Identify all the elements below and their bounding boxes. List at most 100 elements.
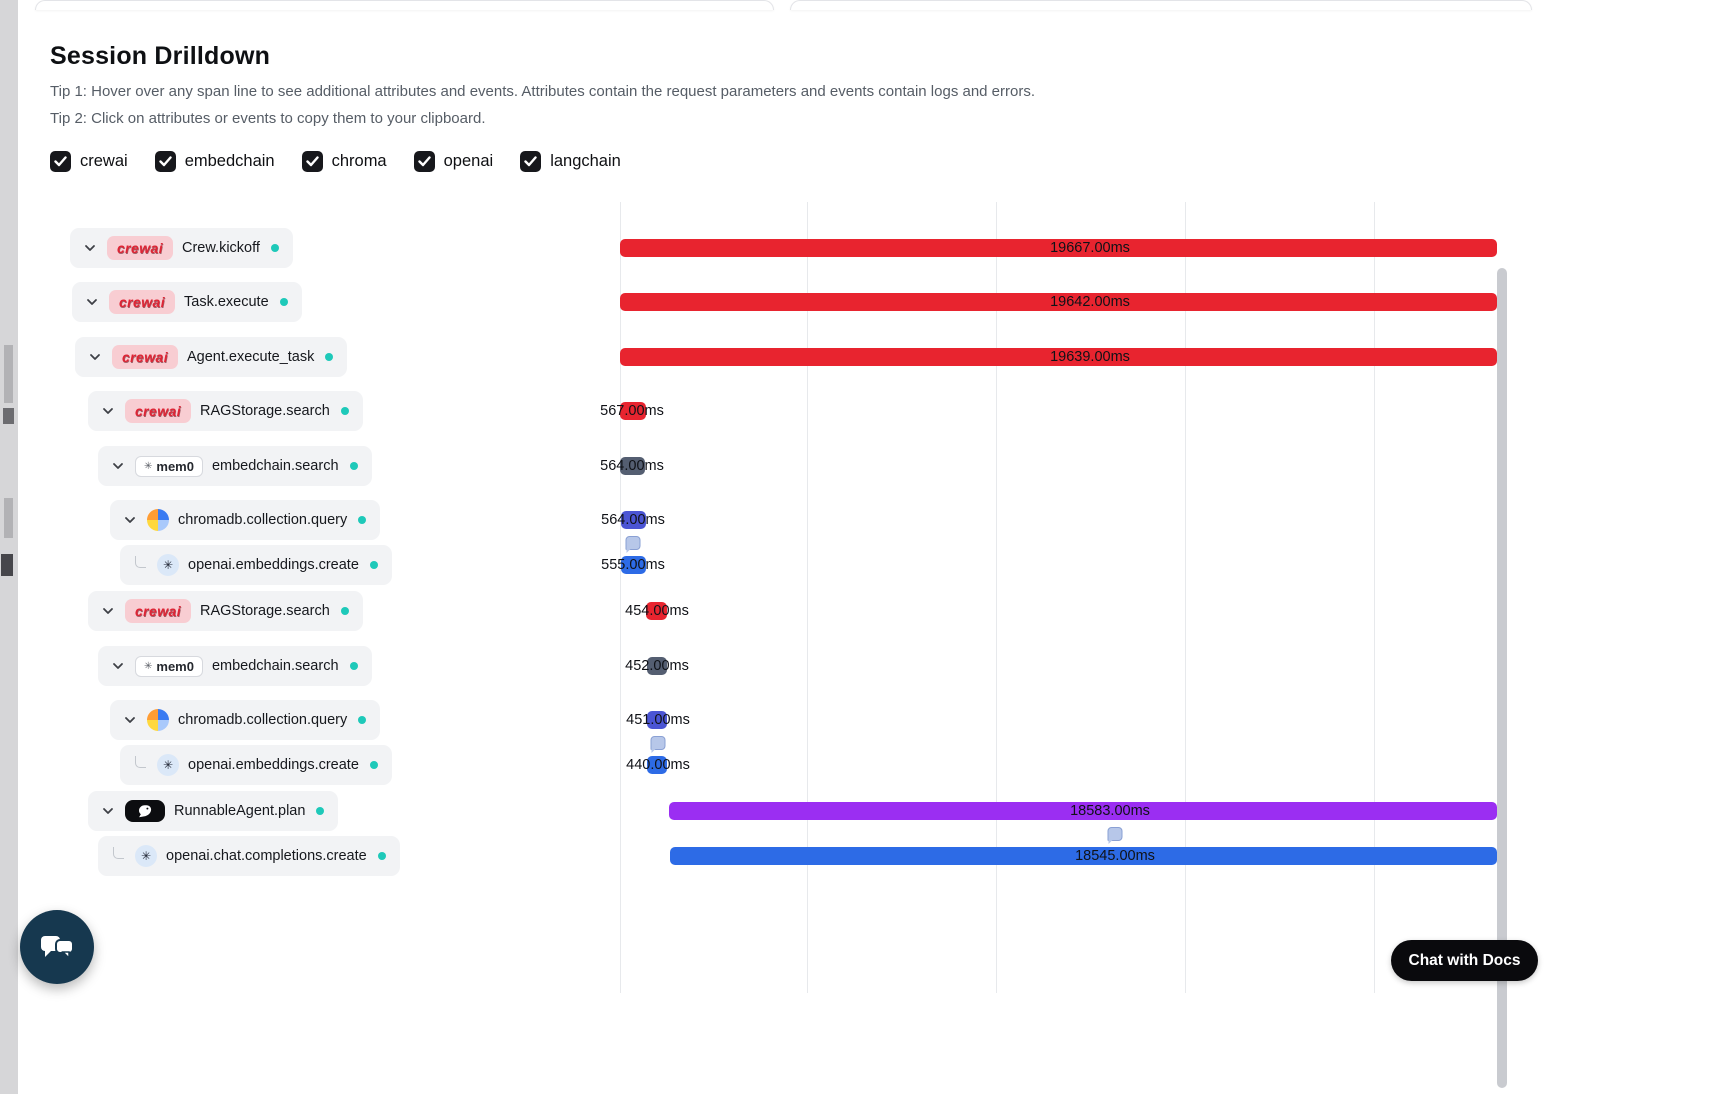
chevron-down-icon[interactable] bbox=[100, 604, 116, 618]
left-edge-artifact bbox=[4, 498, 13, 538]
span-row-label[interactable]: crewai RAGStorage.search bbox=[88, 591, 363, 631]
span-duration-bar[interactable] bbox=[620, 348, 1497, 366]
span-duration-bar[interactable] bbox=[620, 457, 645, 475]
span-row-label[interactable]: ✳ mem0 embedchain.search bbox=[98, 646, 372, 686]
status-dot bbox=[369, 561, 378, 569]
status-dot bbox=[340, 407, 349, 415]
tree-elbow-connector bbox=[110, 846, 126, 859]
event-marker-icon[interactable] bbox=[1107, 827, 1123, 844]
span-name: RAGStorage.search bbox=[200, 603, 330, 619]
mem0-asterisk-icon: ✳ bbox=[144, 460, 153, 472]
event-marker-icon[interactable] bbox=[650, 736, 666, 753]
chevron-down-icon[interactable] bbox=[110, 659, 126, 673]
span-duration-bar[interactable] bbox=[647, 756, 667, 774]
left-edge-artifact bbox=[4, 345, 13, 403]
span-row-label[interactable]: chromadb.collection.query bbox=[110, 700, 381, 740]
chevron-down-icon[interactable] bbox=[84, 295, 100, 309]
span-duration-text: 564.00ms bbox=[600, 458, 664, 474]
span-duration-bar[interactable] bbox=[620, 402, 646, 420]
chat-with-docs-button[interactable]: Chat with Docs bbox=[1391, 940, 1538, 981]
span-duration-text: 451.00ms bbox=[626, 712, 690, 728]
span-duration-bar[interactable] bbox=[670, 847, 1497, 865]
trace-row: crewai Crew.kickoff 19667.00ms bbox=[0, 228, 1545, 268]
span-duration-bar[interactable] bbox=[669, 802, 1497, 820]
filter-langchain[interactable]: langchain bbox=[520, 151, 621, 172]
timeline-gridline bbox=[1374, 202, 1375, 993]
span-row-label[interactable]: ✳ openai.chat.completions.create bbox=[98, 836, 400, 876]
span-duration-bar[interactable] bbox=[646, 602, 667, 620]
crewai-logo-icon: crewai bbox=[107, 236, 173, 260]
span-duration-bar[interactable] bbox=[647, 711, 667, 729]
checkbox-checked-icon[interactable] bbox=[50, 151, 71, 172]
span-duration-text: 19667.00ms bbox=[1050, 240, 1130, 256]
span-duration-text: 440.00ms bbox=[626, 757, 690, 773]
filter-crewai[interactable]: crewai bbox=[50, 151, 128, 172]
span-duration-bar[interactable] bbox=[620, 239, 1497, 257]
span-row-label[interactable]: RunnableAgent.plan bbox=[88, 791, 339, 831]
span-row-label[interactable]: ✳ mem0 embedchain.search bbox=[98, 446, 372, 486]
chat-launcher-button[interactable] bbox=[20, 910, 94, 984]
chevron-down-icon[interactable] bbox=[100, 804, 116, 818]
trace-row: ✳ openai.chat.completions.create 18545.0… bbox=[0, 827, 1545, 876]
trace-row: RunnableAgent.plan 18583.00ms bbox=[0, 791, 1545, 831]
crewai-logo-icon: crewai bbox=[112, 345, 178, 369]
span-duration-text: 18583.00ms bbox=[1070, 803, 1150, 819]
chevron-down-icon[interactable] bbox=[100, 404, 116, 418]
status-dot bbox=[279, 298, 288, 306]
span-row-label[interactable]: crewai Crew.kickoff bbox=[70, 228, 293, 268]
trace-row: crewai Agent.execute_task 19639.00ms bbox=[0, 337, 1545, 377]
crewai-logo-icon: crewai bbox=[125, 599, 191, 623]
span-duration-text: 567.00ms bbox=[600, 403, 664, 419]
checkbox-checked-icon[interactable] bbox=[301, 151, 323, 172]
span-duration-text: 18545.00ms bbox=[1075, 848, 1155, 864]
mem0-logo-icon: ✳ mem0 bbox=[135, 655, 203, 677]
span-row-label[interactable]: ✳ openai.embeddings.create bbox=[120, 745, 392, 785]
filter-embedchain[interactable]: embedchain bbox=[154, 151, 275, 172]
span-name: RunnableAgent.plan bbox=[174, 803, 306, 819]
tip-1-text: Tip 1: Hover over any span line to see a… bbox=[50, 83, 1036, 100]
vertical-scrollbar-thumb[interactable] bbox=[1497, 268, 1507, 1088]
provider-filter-row: crewai embedchain chroma openai langchai… bbox=[50, 151, 621, 172]
checkbox-checked-icon[interactable] bbox=[520, 151, 542, 172]
checkbox-checked-icon[interactable] bbox=[154, 151, 176, 172]
chevron-down-icon[interactable] bbox=[87, 350, 103, 364]
timeline-gridline bbox=[996, 202, 997, 993]
crewai-logo-icon: crewai bbox=[109, 290, 175, 314]
chevron-down-icon[interactable] bbox=[82, 241, 98, 255]
filter-label: embedchain bbox=[184, 152, 275, 170]
openai-logo-icon: ✳ bbox=[157, 554, 179, 576]
filter-openai[interactable]: openai bbox=[413, 151, 493, 172]
crewai-logo-icon: crewai bbox=[125, 399, 191, 423]
trace-row: ✳ mem0 embedchain.search 452.00ms bbox=[0, 646, 1545, 686]
trace-waterfall-chart: crewai Crew.kickoff 19667.00ms crewai Ta… bbox=[0, 200, 1545, 1000]
span-row-label[interactable]: crewai Task.execute bbox=[72, 282, 302, 322]
event-marker-icon[interactable] bbox=[625, 536, 641, 553]
trace-row: crewai Task.execute 19642.00ms bbox=[0, 282, 1545, 322]
openai-logo-icon: ✳ bbox=[157, 754, 179, 776]
span-duration-bar[interactable] bbox=[621, 556, 646, 574]
span-row-label[interactable]: crewai RAGStorage.search bbox=[88, 391, 363, 431]
filter-label: langchain bbox=[550, 152, 621, 170]
chevron-down-icon[interactable] bbox=[110, 459, 126, 473]
span-row-label[interactable]: ✳ openai.embeddings.create bbox=[120, 545, 392, 585]
span-row-label[interactable]: chromadb.collection.query bbox=[110, 500, 381, 540]
filter-chroma[interactable]: chroma bbox=[301, 151, 387, 172]
tip-2-text: Tip 2: Click on attributes or events to … bbox=[50, 110, 486, 127]
span-name: Task.execute bbox=[184, 294, 269, 310]
span-duration-bar[interactable] bbox=[620, 293, 1497, 311]
chroma-logo-icon bbox=[147, 709, 169, 731]
span-duration-bar[interactable] bbox=[647, 657, 667, 675]
span-duration-bar[interactable] bbox=[621, 511, 646, 529]
status-dot bbox=[270, 244, 279, 252]
left-edge-artifact bbox=[1, 554, 13, 576]
span-row-label[interactable]: crewai Agent.execute_task bbox=[75, 337, 348, 377]
chevron-down-icon[interactable] bbox=[122, 713, 138, 727]
span-duration-text: 454.00ms bbox=[625, 603, 689, 619]
status-dot bbox=[316, 807, 325, 815]
span-name: openai.embeddings.create bbox=[188, 557, 359, 573]
chevron-down-icon[interactable] bbox=[122, 513, 138, 527]
status-dot bbox=[369, 761, 378, 769]
span-name: chromadb.collection.query bbox=[178, 712, 348, 728]
timeline-gridline bbox=[807, 202, 808, 993]
checkbox-checked-icon[interactable] bbox=[413, 151, 435, 172]
